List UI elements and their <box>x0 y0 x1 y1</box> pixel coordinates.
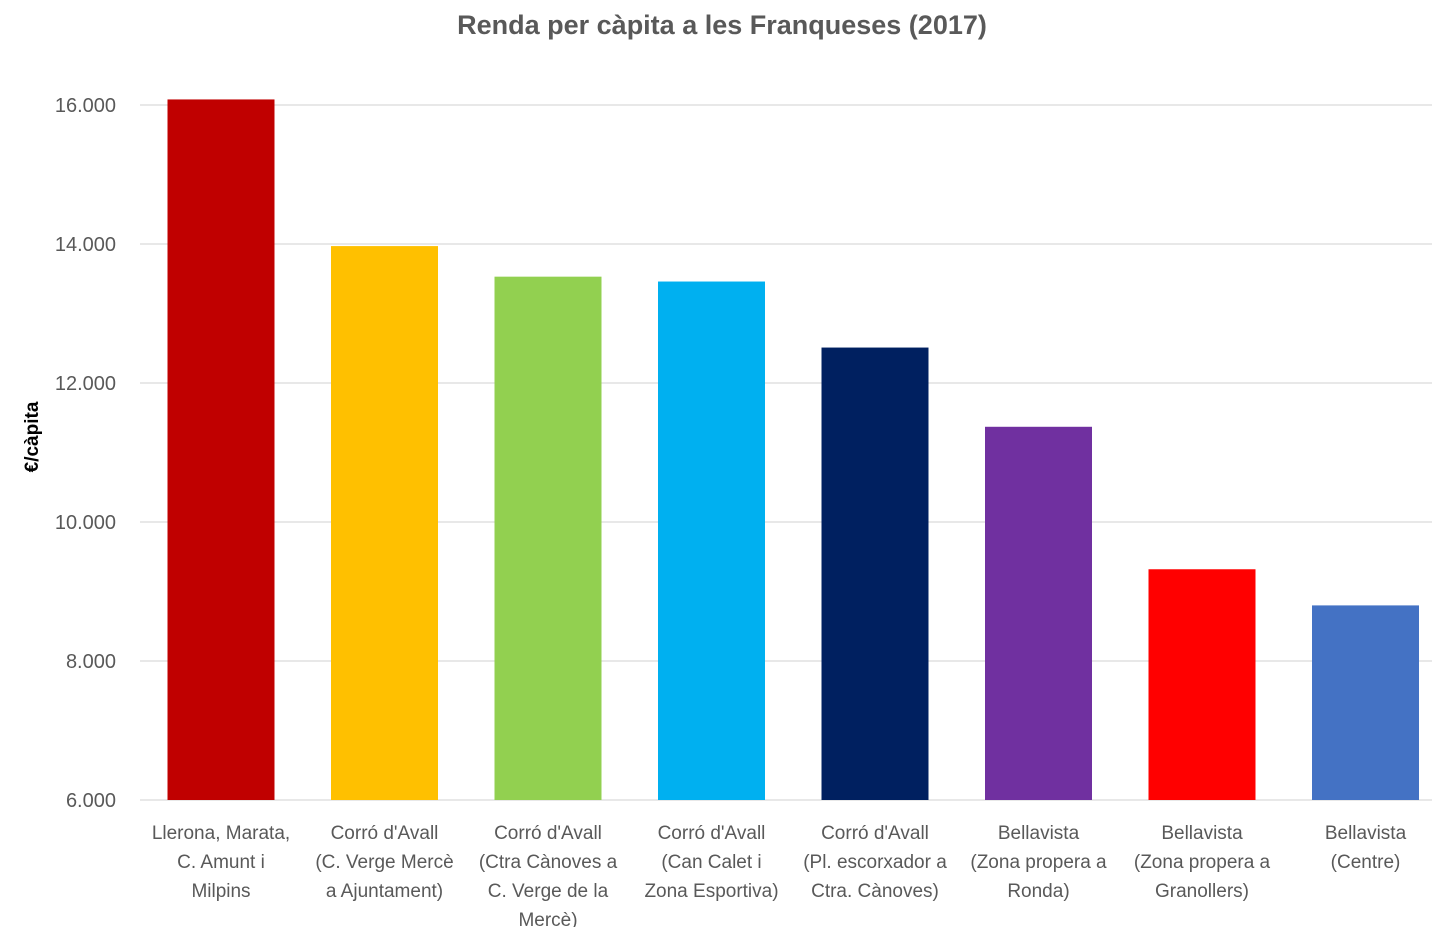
y-tick-label: 6.000 <box>66 790 116 812</box>
bar <box>331 246 438 800</box>
y-tick-label: 16.000 <box>55 95 116 117</box>
bar <box>658 281 765 800</box>
category-label-line: (Zona propera a <box>970 852 1107 873</box>
category-label-line: C. Verge de la <box>488 881 609 902</box>
category-label-line: Zona Esportiva) <box>644 881 778 902</box>
category-labels: Llerona, Marata, C. Amunt i Milpins Corró d… <box>152 823 1407 927</box>
category-label: Llerona, Marata, C. Amunt i Milpins <box>152 823 290 902</box>
category-label-line: Llerona, Marata, <box>152 823 290 844</box>
category-label-line: Mercè) <box>518 910 577 927</box>
category-label: Bellavista (Centre) <box>1325 823 1407 873</box>
y-tick-labels: 6.000 8.000 10.000 12.000 14.000 16.000 <box>55 95 116 812</box>
y-tick-label: 12.000 <box>55 373 116 395</box>
category-label-line: Milpins <box>191 881 250 902</box>
bar <box>494 276 602 800</box>
category-label-line: Ronda) <box>1007 881 1069 902</box>
category-label-line: (Ctra Cànoves a <box>479 852 618 873</box>
bar <box>1312 605 1419 800</box>
bar <box>167 99 275 800</box>
category-label: Bellavista (Zona propera a Ronda) <box>970 823 1107 902</box>
category-label-line: (Centre) <box>1331 852 1401 873</box>
bar <box>1148 569 1256 800</box>
chart-title: Renda per càpita a les Franqueses (2017) <box>457 10 987 40</box>
category-label-line: Bellavista <box>1161 823 1243 844</box>
bars <box>167 99 1419 800</box>
category-label-line: (Can Calet i <box>661 852 761 873</box>
category-label-line: (Zona propera a <box>1134 852 1271 873</box>
category-label-line: Corró d'Avall <box>494 823 602 844</box>
y-tick-label: 8.000 <box>66 651 116 673</box>
y-axis-label: €/càpita <box>22 401 43 472</box>
y-tick-label: 14.000 <box>55 234 116 256</box>
bar <box>985 426 1092 800</box>
category-label-line: Corró d'Avall <box>821 823 929 844</box>
category-label-line: Bellavista <box>1325 823 1407 844</box>
category-label-line: C. Amunt i <box>177 852 265 873</box>
bar <box>821 347 929 800</box>
category-label-line: (C. Verge Mercè <box>315 852 453 873</box>
category-label: Corró d'Avall (Can Calet i Zona Esportiva) <box>644 823 778 902</box>
category-label: Corró d'Avall (C. Verge Mercè a Ajuntament… <box>315 823 453 902</box>
category-label: Corró d'Avall (Pl. escorxador a Ctra. Càno… <box>803 823 947 902</box>
category-label-line: Granollers) <box>1155 881 1249 902</box>
category-label-line: Corró d'Avall <box>331 823 439 844</box>
category-label: Bellavista (Zona propera a Granollers) <box>1134 823 1271 902</box>
category-label-line: a Ajuntament) <box>326 881 443 902</box>
category-label-line: Ctra. Cànoves) <box>811 881 939 902</box>
category-label-line: Corró d'Avall <box>658 823 766 844</box>
category-label-line: Bellavista <box>998 823 1080 844</box>
category-label-line: (Pl. escorxador a <box>803 852 947 873</box>
category-label: Corró d'Avall (Ctra Cànoves a C. Verge de … <box>479 823 618 927</box>
y-tick-label: 10.000 <box>55 512 116 534</box>
